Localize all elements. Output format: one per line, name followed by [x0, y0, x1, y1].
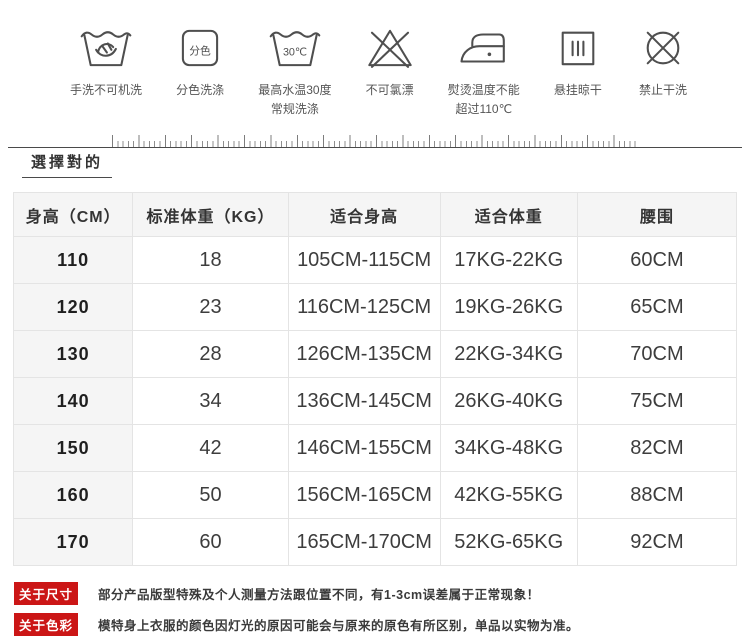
cell-fit-height: 165CM-170CM: [287, 518, 441, 566]
cell-height: 110: [12, 236, 134, 284]
cell-fit-weight: 52KG-65KG: [439, 518, 578, 566]
cell-fit-height: 146CM-155CM: [287, 424, 441, 472]
wash-30-icon-text: 30℃: [283, 46, 307, 58]
cell-fit-weight: 34KG-48KG: [439, 424, 578, 472]
care-label: 最高水温30度: [258, 83, 332, 97]
cell-fit-height: 116CM-125CM: [287, 283, 441, 331]
cell-fit-height: 105CM-115CM: [287, 236, 441, 284]
section-title: 選擇對的: [22, 151, 113, 178]
cell-fit-weight: 19KG-26KG: [439, 283, 578, 331]
table-row: 120 23 116CM-125CM 19KG-26KG 65CM: [12, 283, 738, 331]
notes-section: 关于尺寸 部分产品版型特殊及个人测量方法跟位置不同，有1-3cm误差属于正常现象…: [14, 582, 579, 640]
wash-30-degrees-icon: 30℃: [269, 31, 321, 67]
cell-height: 150: [12, 424, 134, 472]
cell-height: 140: [12, 377, 134, 425]
table-row: 140 34 136CM-145CM 26KG-40KG 75CM: [12, 377, 738, 425]
size-chart-table: 身高（CM） 标准体重（KG） 适合身高 适合体重 腰围 110 18 105C…: [12, 192, 738, 566]
col-header-fit-weight: 适合体重: [439, 192, 578, 237]
cell-waist: 88CM: [576, 471, 738, 519]
cell-waist: 82CM: [576, 424, 738, 472]
col-header-standard-weight: 标准体重（KG）: [132, 192, 289, 237]
cell-fit-height: 126CM-135CM: [287, 330, 441, 378]
color-note-text: 模特身上衣服的颜色因灯光的原因可能会与原来的原色有所区别，单品以实物为准。: [98, 619, 580, 633]
size-note-badge: 关于尺寸: [14, 582, 79, 605]
cell-height: 170: [12, 518, 134, 566]
table-row: 150 42 146CM-155CM 34KG-48KG 82CM: [12, 424, 738, 472]
care-label: 分色洗涤: [176, 83, 225, 97]
color-note-badge: 关于色彩: [14, 613, 79, 636]
cell-waist: 65CM: [576, 283, 738, 331]
hang-dry-icon: [561, 31, 595, 66]
cell-waist: 60CM: [576, 236, 738, 284]
table-row: 130 28 126CM-135CM 22KG-34KG 70CM: [12, 330, 738, 378]
col-header-fit-height: 适合身高: [287, 192, 441, 237]
note-about-size: 关于尺寸 部分产品版型特殊及个人测量方法跟位置不同，有1-3cm误差属于正常现象…: [14, 582, 579, 605]
care-label: 禁止干洗: [638, 83, 687, 97]
cell-standard-weight: 42: [132, 424, 289, 472]
cell-height: 160: [12, 471, 134, 519]
table-row: 170 60 165CM-170CM 52KG-65KG 92CM: [12, 518, 738, 566]
cell-waist: 92CM: [576, 518, 738, 566]
cell-standard-weight: 34: [132, 377, 289, 425]
cell-fit-weight: 17KG-22KG: [439, 236, 578, 284]
care-label-line2: 常规洗涤: [270, 102, 319, 117]
col-header-waist: 腰围: [576, 192, 738, 237]
care-item-hang-dry: 悬挂晾干: [551, 24, 605, 100]
cell-standard-weight: 50: [132, 471, 289, 519]
note-about-color: 关于色彩 模特身上衣服的颜色因灯光的原因可能会与原来的原色有所区别，单品以实物为…: [14, 613, 579, 636]
table-row: 110 18 105CM-115CM 17KG-22KG 60CM: [12, 236, 738, 284]
no-dry-clean-icon: [646, 31, 680, 65]
cell-fit-weight: 42KG-55KG: [439, 471, 578, 519]
cell-height: 130: [12, 330, 134, 378]
cell-fit-height: 156CM-165CM: [287, 471, 441, 519]
cell-waist: 75CM: [576, 377, 738, 425]
cell-fit-weight: 22KG-34KG: [439, 330, 578, 378]
cell-fit-weight: 26KG-40KG: [439, 377, 578, 425]
cell-fit-height: 136CM-145CM: [287, 377, 441, 425]
care-label: 熨烫温度不能: [447, 83, 520, 97]
care-item-separate-colors: 分色 分色洗涤: [173, 24, 227, 100]
table-header-row: 身高（CM） 标准体重（KG） 适合身高 适合体重 腰围: [12, 192, 738, 237]
size-note-text: 部分产品版型特殊及个人测量方法跟位置不同，有1-3cm误差属于正常现象！: [98, 588, 540, 602]
cell-standard-weight: 28: [132, 330, 289, 378]
iron-low-temp-icon: [460, 33, 505, 63]
separate-colors-icon: 分色: [181, 29, 219, 67]
care-label: 不可氯漂: [365, 83, 414, 97]
cell-standard-weight: 18: [132, 236, 289, 284]
no-bleach-icon: [367, 29, 412, 68]
cell-height: 120: [12, 283, 134, 331]
care-item-no-dry-clean: 禁止干洗: [636, 24, 690, 100]
care-label-line2: 超过110℃: [455, 102, 513, 117]
care-item-wash-30: 30℃ 最高水温30度 常规洗涤: [258, 24, 332, 119]
care-label: 手洗不可机洗: [70, 83, 143, 97]
col-header-height: 身高（CM）: [12, 192, 134, 237]
care-item-no-bleach: 不可氯漂: [363, 24, 417, 100]
ruler-ticks: [112, 135, 640, 147]
hand-wash-icon: [80, 31, 132, 67]
care-item-iron-110: 熨烫温度不能 超过110℃: [448, 24, 520, 119]
cell-standard-weight: 60: [132, 518, 289, 566]
separate-colors-icon-text: 分色: [189, 44, 211, 57]
care-label: 悬挂晾干: [553, 83, 602, 97]
cell-waist: 70CM: [576, 330, 738, 378]
divider-line: [8, 147, 742, 148]
cell-standard-weight: 23: [132, 283, 289, 331]
table-row: 160 50 156CM-165CM 42KG-55KG 88CM: [12, 471, 738, 519]
care-item-hand-wash: 手洗不可机洗: [70, 24, 142, 100]
care-instructions-row: 手洗不可机洗 分色 分色洗涤 30℃ 最高水温30度 常规洗涤: [0, 24, 750, 119]
